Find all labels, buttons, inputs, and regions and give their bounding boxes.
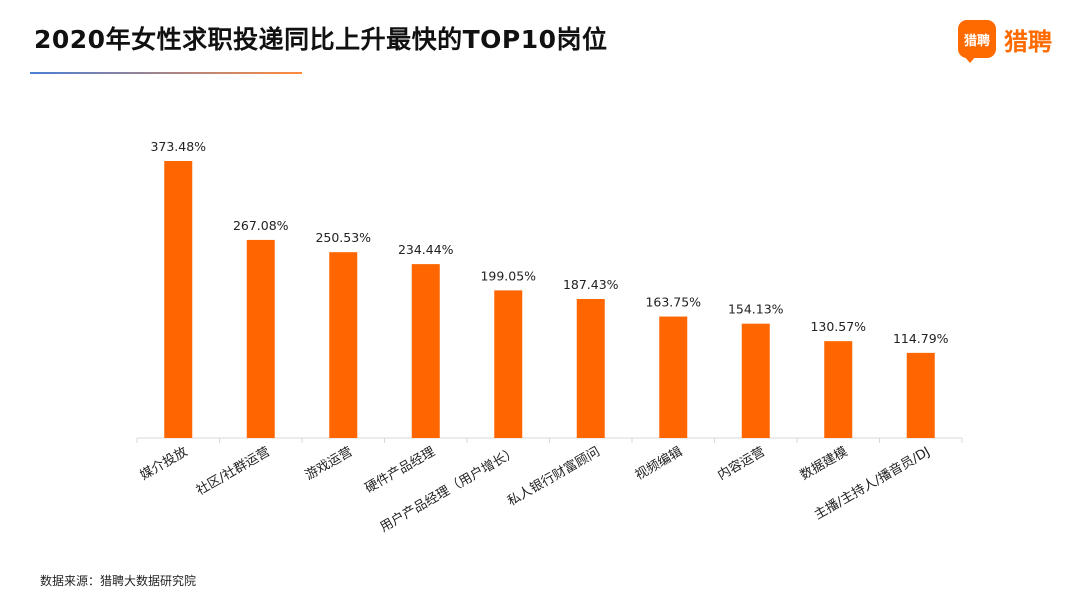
data-source-note: 数据来源：猎聘大数据研究院 bbox=[40, 574, 197, 588]
title-underline bbox=[30, 72, 302, 74]
data-label: 267.08% bbox=[233, 218, 289, 233]
logo-text: 猎聘 bbox=[1004, 27, 1052, 56]
data-label: 250.53% bbox=[315, 230, 371, 245]
bar bbox=[329, 252, 358, 438]
bar bbox=[411, 264, 440, 438]
x-tick-label: 数据建模 bbox=[798, 444, 851, 483]
bar bbox=[164, 161, 193, 438]
x-tick-label: 视频编辑 bbox=[633, 444, 686, 483]
bar bbox=[906, 352, 935, 438]
x-tick-label: 内容运营 bbox=[715, 444, 768, 484]
x-tick-label: 社区/社群运营 bbox=[193, 444, 272, 499]
bar bbox=[659, 316, 688, 438]
data-label: 187.43% bbox=[563, 277, 619, 292]
data-label: 154.13% bbox=[728, 302, 784, 317]
x-tick-label: 硬件产品经理 bbox=[363, 444, 438, 496]
bar bbox=[824, 341, 853, 438]
data-label: 199.05% bbox=[480, 268, 536, 283]
bar bbox=[576, 298, 605, 438]
data-label: 163.75% bbox=[645, 295, 701, 310]
data-label: 373.48% bbox=[150, 139, 206, 154]
bar bbox=[741, 323, 770, 438]
x-tick-label: 用户产品经理（用户增长） bbox=[377, 444, 520, 536]
page-title: 2020年女性求职投递同比上升最快的TOP10岗位 bbox=[34, 25, 608, 54]
bar bbox=[494, 290, 523, 438]
logo-badge-icon: 猎聘 bbox=[958, 20, 996, 63]
x-tick-label: 媒介投放 bbox=[137, 444, 190, 484]
bar bbox=[246, 239, 275, 438]
data-label: 114.79% bbox=[893, 331, 949, 346]
x-tick-label: 私人银行财富顾问 bbox=[505, 444, 603, 510]
x-tick-label: 游戏运营 bbox=[303, 444, 356, 483]
data-label: 130.57% bbox=[810, 319, 866, 334]
brand-logo: 猎聘 猎聘 bbox=[958, 20, 1052, 63]
data-label: 234.44% bbox=[398, 242, 454, 257]
